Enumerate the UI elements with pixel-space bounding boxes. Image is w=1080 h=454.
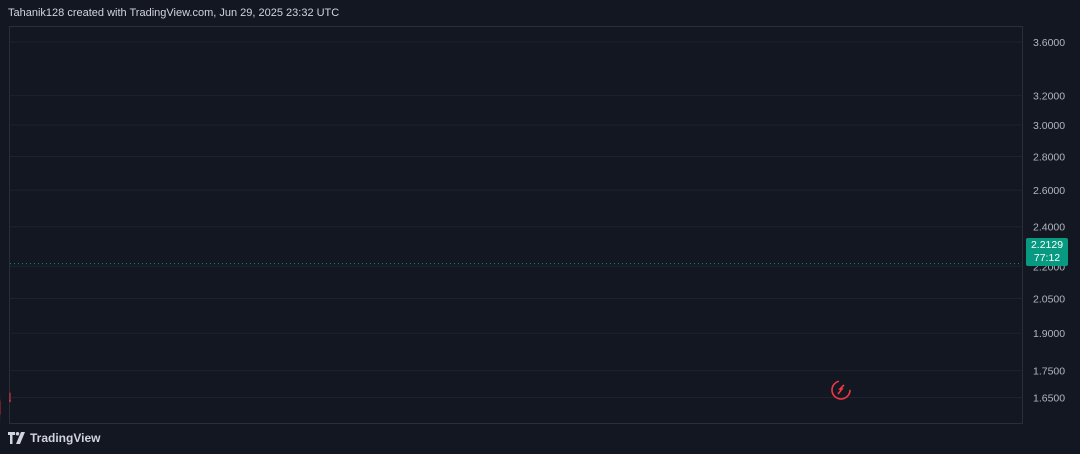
current-price-tag: 2.2129 77:12 <box>1026 238 1068 266</box>
top-bar: Tahanik128 created with TradingView.com,… <box>0 0 1080 26</box>
lightning-icon <box>837 384 845 395</box>
y-tick-label: 3.2000 <box>1033 91 1065 103</box>
attribution-text: Tahanik128 created with TradingView.com,… <box>8 7 340 19</box>
y-tick-label: 3.6000 <box>1033 37 1065 49</box>
brand-label: TradingView <box>30 431 101 445</box>
bottom-bar: TradingView <box>0 428 1080 454</box>
y-tick-label: 2.6000 <box>1033 185 1065 197</box>
chart-frame[interactable] <box>9 26 1023 424</box>
y-tick-label: 2.0500 <box>1033 294 1065 306</box>
y-tick-label: 1.7500 <box>1033 366 1065 378</box>
y-tick-label: 2.8000 <box>1033 151 1065 163</box>
replay-icon[interactable] <box>831 380 851 400</box>
tradingview-logo[interactable]: TradingView <box>8 431 100 445</box>
tradingview-logo-icon <box>8 432 25 444</box>
y-tick-label: 2.4000 <box>1033 222 1065 234</box>
y-tick-label: 1.9000 <box>1033 328 1065 340</box>
bar-countdown: 77:12 <box>1033 252 1061 264</box>
current-price-value: 2.2129 <box>1030 239 1064 251</box>
candle-body <box>9 400 11 402</box>
y-tick-label: 1.6500 <box>1033 392 1065 404</box>
y-tick-label: 3.0000 <box>1033 120 1065 132</box>
